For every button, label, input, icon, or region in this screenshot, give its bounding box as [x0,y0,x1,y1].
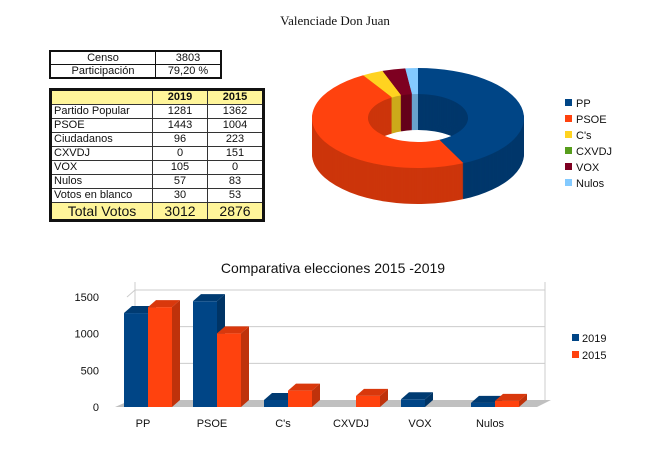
legend-swatch [565,179,572,186]
legend-label: 2019 [582,333,606,345]
donut-slice-pp [418,68,525,164]
legend-label: 2015 [582,350,606,362]
legend-swatch [565,163,572,170]
legend-label: VOX [576,162,600,174]
table-row: Ciudadanos 96 223 [50,132,264,147]
y-tick-label: 1000 [75,329,99,341]
summary-value: 79,20 % [155,64,222,79]
bar-cxvdj-2015 [356,388,388,407]
legend-swatch [565,147,572,154]
table-row: Votos en blanco 30 53 [50,188,264,203]
legend-swatch [565,115,572,122]
legend-swatch [572,351,579,358]
x-tick-label: PP [136,418,151,430]
legend-label: Nulos [576,178,605,190]
legend-swatch [572,334,579,341]
summary-label: Participación [49,64,156,79]
legend-swatch [565,131,572,138]
donut-slice-cs [363,70,402,98]
party-cell: Partido Popular [50,104,153,119]
bar-nulos-2015 [495,393,527,407]
summary-row: Participación 79,20 % [49,64,222,79]
header-cell: 2015 [207,89,264,105]
table-row: PSOE 1443 1004 [50,118,264,133]
donut-slice-psoe [311,75,464,169]
donut-legend: PP PSOE C's CXVDJ VOX Nulos [565,98,612,190]
legend-label: PP [576,98,591,110]
legend-swatch [565,99,572,106]
x-tick-label: PSOE [197,418,228,430]
document-title: Valenciade Don Juan [280,13,390,28]
x-tick-label: C's [275,418,291,430]
x-tick-label: CXVDJ [333,418,369,430]
donut-slice-nulos [405,68,418,95]
y-tick-label: 500 [81,365,99,377]
bar-psoe-2019 [193,294,225,407]
legend-label: C's [576,130,592,142]
total-2015: 2876 [207,202,264,221]
legend-label: PSOE [576,114,607,126]
donut-chart [311,68,525,204]
x-tick-label: VOX [408,418,432,430]
votes-2019-cell: 1281 [152,104,208,119]
bar-psoe-2015 [217,326,249,407]
total-2019: 3012 [152,202,208,221]
y-tick-label: 1500 [75,292,99,304]
total-row: Total Votos 3012 2876 [50,202,264,221]
bar-chart-title: Comparativa elecciones 2015 -2019 [221,260,445,276]
y-tick-label: 0 [93,402,99,414]
legend-label: CXVDJ [576,146,612,158]
bar-chart: Comparativa elecciones 2015 -2019 0 500 10… [75,260,607,430]
table-header: 2019 2015 [50,89,264,105]
table-row: Partido Popular 1281 1362 [50,104,264,119]
donut-slice-vox [382,68,413,96]
results-table: 2019 2015 Partido Popular 1281 1362 PSOE 144… [49,88,265,222]
gridline [126,289,136,298]
x-tick-label: Nulos [476,418,505,430]
bar-cs-2015 [288,383,320,407]
summary-table: Censo 3803 Participación 79,20 % [49,50,222,79]
summary-row: Censo 3803 [49,50,222,65]
bar-vox-2019 [401,392,433,407]
table-row: CXVDJ 0 151 [50,146,264,161]
bar-pp-2015 [148,300,180,407]
